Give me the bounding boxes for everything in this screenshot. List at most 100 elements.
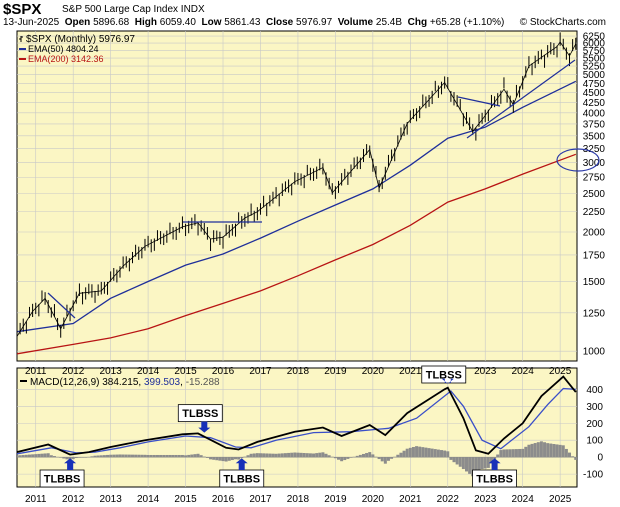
macd-x-tick-label: 2021 (399, 494, 422, 505)
macd-histogram-bar (118, 454, 122, 458)
macd-y-tick-label: 400 (586, 385, 603, 396)
annotation-arrow (198, 421, 211, 433)
price-x-tick-label: 2019 (324, 366, 347, 377)
macd-y-tick-label: 200 (586, 419, 603, 430)
macd-x-tick-label: 2017 (249, 494, 272, 505)
macd-histogram-bar (393, 456, 397, 458)
price-line (17, 41, 577, 337)
macd-histogram-bar (187, 454, 191, 458)
price-x-tick-label: 2013 (100, 366, 123, 377)
macd-histogram-bar (449, 457, 453, 460)
open-value: 5896.68 (93, 17, 130, 28)
macd-histogram-bar (315, 453, 319, 458)
macd-histogram-bar (474, 457, 478, 479)
macd-histogram-bar (280, 453, 284, 458)
macd-histogram-bar (37, 453, 41, 458)
macd-histogram-bar (564, 448, 568, 458)
macd-histogram-bar (343, 457, 347, 461)
price-y-tick-label: 2750 (583, 173, 606, 184)
annotation-tlbbs: TLBBS (472, 458, 517, 488)
macd-histogram-bar (84, 457, 88, 458)
macd-histogram-bar (252, 453, 256, 458)
macd-histogram-bar (177, 454, 181, 458)
macd-histogram-bar (549, 443, 553, 458)
macd-histogram-bar (374, 456, 378, 458)
macd-histogram-bar (271, 453, 275, 458)
macd-histogram-bar (190, 454, 194, 458)
low-label: Low (201, 17, 222, 28)
macd-histogram-bar (112, 454, 116, 458)
macd-histogram-bar (530, 443, 534, 458)
macd-histogram-bar (508, 449, 512, 458)
price-y-tick-label: 1250 (583, 308, 606, 319)
macd-histogram-bar (355, 455, 359, 458)
price-y-tick-label: 4000 (583, 108, 606, 119)
macd-histogram-bar (296, 452, 300, 458)
macd-histogram-bar (533, 443, 537, 458)
macd-histogram-bar (574, 457, 577, 460)
macd-histogram-bar (396, 454, 400, 458)
macd-histogram-bar (411, 447, 415, 458)
price-x-tick-label: 2016 (212, 366, 235, 377)
macd-histogram-bar (165, 454, 169, 458)
annotation-tlbbs: TLBBS (219, 458, 265, 488)
macd-histogram-bar (386, 457, 390, 461)
macd-histogram-bar (430, 448, 434, 458)
trendline-annotations (47, 59, 576, 319)
ema200-line (17, 153, 577, 355)
macd-x-tick-label: 2015 (174, 494, 197, 505)
macd-histogram-bar (240, 457, 244, 459)
trendline (466, 59, 576, 139)
macd-histogram-bar (436, 449, 440, 458)
trendline (47, 292, 76, 319)
macd-histogram-bar (458, 457, 462, 467)
macd-histogram-bar (96, 455, 100, 458)
macd-histogram-bar (489, 457, 493, 464)
macd-histogram-bar (277, 453, 281, 458)
macd-histogram-bar (56, 456, 60, 458)
annotation-label: TLBBS (223, 474, 260, 486)
quote-line: 13-Jun-2025 Open 5896.68 High 6059.40 Lo… (3, 17, 504, 28)
quote-date: 13-Jun-2025 (3, 17, 60, 28)
price-y-tick-label: 4750 (583, 79, 606, 90)
macd-histogram-bar (274, 453, 278, 458)
price-x-tick-label: 2024 (512, 366, 535, 377)
price-x-tick-label: 2025 (549, 366, 572, 377)
macd-histogram-bar (402, 450, 406, 458)
macd-histogram-bar (115, 454, 119, 458)
macd-histogram-bar (221, 457, 225, 462)
macd-y-tick-label: 0 (597, 453, 603, 464)
macd-histogram-bar (90, 456, 94, 458)
ticker-symbol: $SPX (3, 1, 42, 18)
annotation-tlbss: TLBSS (421, 365, 467, 384)
macd-histogram-bar (408, 447, 412, 458)
macd-x-tick-label: 2023 (474, 494, 497, 505)
macd-histogram-bar (134, 454, 138, 458)
macd-histogram-bar (205, 457, 209, 458)
macd-histogram-bar (527, 444, 531, 458)
macd-line (17, 375, 577, 456)
macd-histogram-bar (493, 457, 497, 459)
macd-x-tick-label: 2025 (549, 494, 572, 505)
macd-histogram-bar (511, 449, 515, 458)
change-value: +65.28 (+1.10%) (429, 17, 505, 28)
macd-histogram-bar (258, 453, 262, 458)
macd-histogram-bar (337, 457, 341, 460)
macd-x-tick-label: 2012 (62, 494, 85, 505)
annotation-tlbbs: TLBBS (39, 458, 85, 488)
macd-histogram-bar (246, 455, 250, 458)
index-name: S&P 500 Large Cap Index (62, 4, 179, 15)
macd-panel (16, 367, 578, 488)
price-x-tick-label: 2018 (287, 366, 310, 377)
price-y-tick-label: 6250 (583, 32, 606, 43)
macd-histogram-bar (140, 454, 144, 458)
macd-histogram-bar (155, 454, 159, 458)
macd-histogram-bar (380, 457, 384, 462)
macd-histogram-bar (227, 457, 231, 461)
macd-legend-label: MACD(12,26,9) 384.215, 399.503, -15.288 (30, 377, 220, 388)
macd-x-tick-label: 2016 (212, 494, 235, 505)
price-bars (17, 32, 577, 342)
macd-histogram-bar (308, 453, 312, 458)
macd-histogram-bar (74, 457, 78, 459)
open-label: Open (64, 17, 91, 28)
